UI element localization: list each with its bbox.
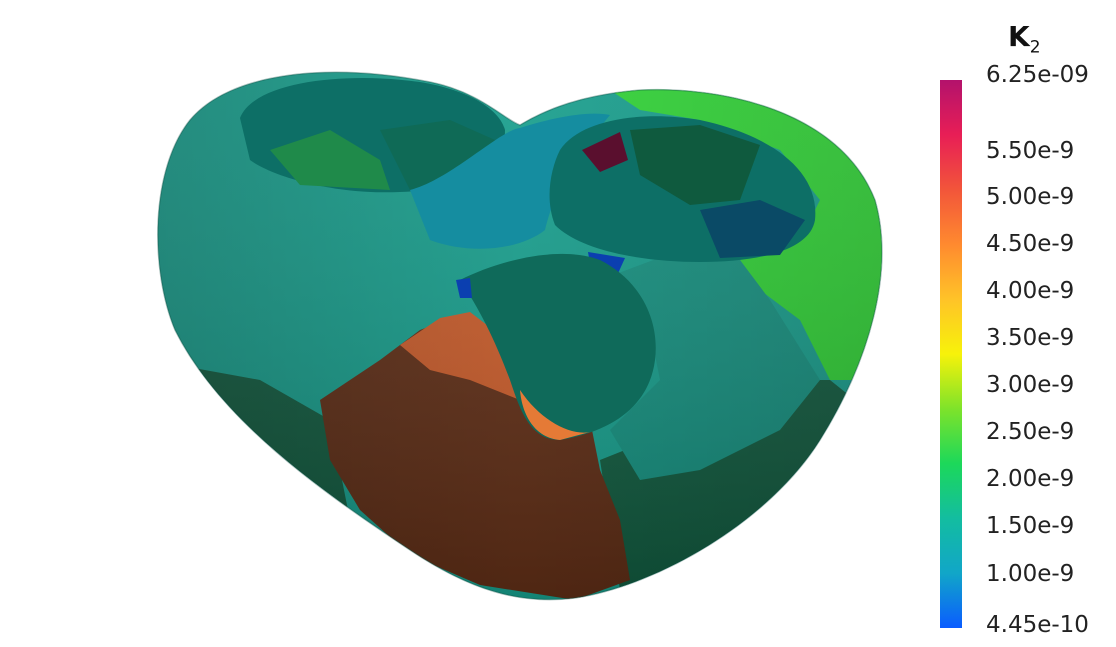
maroon-spot [582, 132, 628, 172]
right-opening-navy-facet [700, 200, 805, 258]
septum-cyan-band [410, 113, 610, 249]
central-valve-flap [460, 253, 656, 440]
left-opening-green-facet [270, 130, 390, 190]
legend-tick-label: 1.00e-9 [986, 561, 1075, 587]
colorbar [940, 80, 962, 628]
legend-tick-label: 1.50e-9 [986, 513, 1075, 539]
legend-tick-label: 5.00e-9 [986, 184, 1075, 210]
right-opening-dark-facet [630, 125, 760, 205]
legend-tick-label: 2.50e-9 [986, 419, 1075, 445]
legend-tick-label: 5.50e-9 [986, 138, 1075, 164]
blue-edge-spot [456, 278, 472, 298]
legend-title-subscript: 2 [1029, 37, 1041, 58]
legend-min-label: 4.45e-10 [986, 612, 1089, 638]
legend-tick-label: 3.00e-9 [986, 372, 1075, 398]
legend-tick-label: 2.00e-9 [986, 466, 1075, 492]
valve-edge-highlight [520, 390, 590, 440]
legend-tick-label: 3.50e-9 [986, 325, 1075, 351]
legend-title: K2 [1008, 20, 1041, 58]
legend-title-main: K [1008, 20, 1030, 53]
legend-tick-label: 4.50e-9 [986, 231, 1075, 257]
legend-tick-label: 4.00e-9 [986, 278, 1075, 304]
legend-max-label: 6.25e-09 [986, 62, 1089, 88]
